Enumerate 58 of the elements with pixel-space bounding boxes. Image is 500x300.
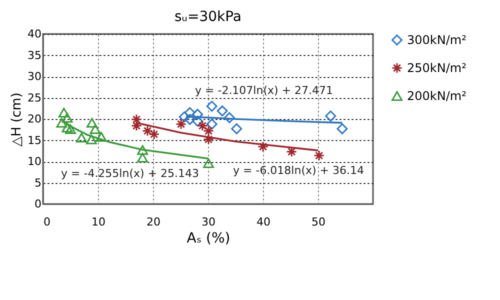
x-tick-label: 0 [44, 216, 50, 228]
legend-label: 200kN/m² [407, 89, 467, 103]
point [203, 158, 214, 168]
y-tick-label: 25 [28, 91, 42, 104]
point [203, 125, 214, 136]
y-tick-label: 40 [28, 28, 42, 40]
point [325, 110, 336, 122]
point [90, 124, 101, 134]
point [142, 125, 153, 136]
point [336, 123, 348, 134]
point [224, 112, 235, 124]
point [192, 116, 204, 127]
y-tick-label: 10 [28, 155, 42, 168]
point [76, 132, 87, 143]
point [58, 108, 70, 118]
point [258, 141, 268, 152]
x-tick-label: 50 [312, 216, 326, 228]
x-tick-label: 20 [146, 216, 160, 228]
point [137, 145, 148, 155]
point [192, 108, 204, 120]
point [137, 152, 148, 163]
x-tick-label: 10 [92, 216, 106, 228]
point [197, 120, 208, 132]
point [62, 112, 73, 123]
point [56, 118, 68, 128]
y-tick-label: 15 [28, 134, 42, 147]
legend-label: 250kN/m² [407, 61, 467, 75]
point [314, 150, 325, 162]
annotation: y = -2.107ln(x) + 27.471 [195, 84, 333, 97]
y-tick-label: 30 [28, 70, 42, 83]
y-tick-label: 20 [28, 112, 42, 126]
point [184, 107, 196, 118]
point [178, 111, 190, 122]
chart-title: sᵤ=30kPa [174, 9, 242, 25]
y-tick-label: 5 [34, 176, 42, 190]
point [131, 114, 142, 125]
point [86, 118, 98, 128]
x-tick-label: 30 [202, 216, 216, 228]
point [176, 118, 187, 130]
x-tick-label: 40 [256, 216, 270, 228]
point [65, 124, 76, 134]
point [206, 118, 218, 130]
y-tick-label: 0 [34, 198, 42, 210]
point [96, 132, 107, 142]
point [206, 100, 218, 112]
annotation: y = -4.255ln(x) + 25.143 [61, 167, 199, 180]
y-axis-title: △H (cm) [10, 92, 25, 146]
point [86, 134, 97, 144]
point [203, 134, 214, 145]
annotation: y = -6.018ln(x) + 36.14 [233, 164, 364, 177]
point [216, 105, 228, 116]
legend-label: 300kN/m² [407, 33, 467, 47]
point [184, 114, 196, 125]
point [62, 122, 73, 132]
y-tick-label: 35 [28, 48, 42, 62]
x-axis-title: Aₛ (%) [186, 230, 230, 246]
point [231, 123, 242, 134]
point [148, 128, 160, 140]
